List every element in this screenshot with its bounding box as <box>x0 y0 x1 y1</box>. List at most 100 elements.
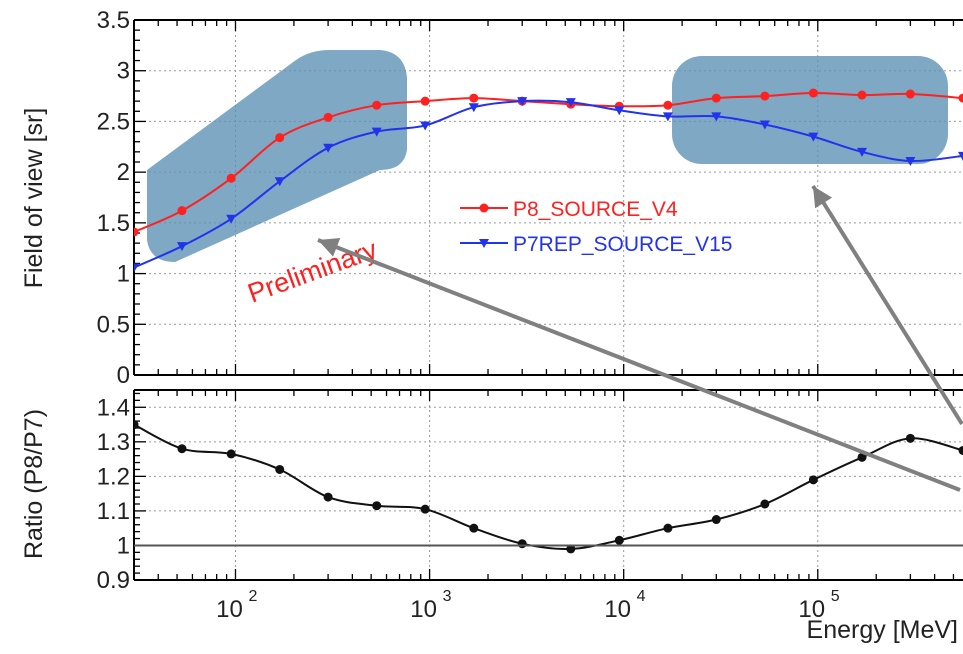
data-point <box>857 452 867 462</box>
fov-y-tick-labels: 0 0.5 1 1.5 2 2.5 3 3.5 <box>97 7 130 389</box>
fov-frame <box>133 19 963 376</box>
data-point <box>323 143 334 153</box>
legend-label: P7REP_SOURCE_V15 <box>513 233 732 256</box>
fov-highlight-regions <box>147 50 948 262</box>
y-tick-label: 0.9 <box>97 567 130 594</box>
y-tick-label: 2.5 <box>97 108 130 135</box>
ratio-series <box>134 420 963 554</box>
data-point <box>177 206 187 216</box>
legend-marker <box>479 203 489 213</box>
data-point <box>857 90 867 100</box>
data-point <box>614 535 624 545</box>
data-point <box>275 464 285 474</box>
data-point <box>958 93 963 103</box>
series-line <box>134 99 963 269</box>
data-point <box>372 100 382 110</box>
annotation-arrows <box>317 184 963 492</box>
data-point <box>566 544 576 554</box>
y-tick-label: 1 <box>117 532 130 559</box>
y-tick-label: 3.5 <box>97 7 130 34</box>
data-point <box>663 100 673 110</box>
x-tick-label: 10 <box>410 596 437 623</box>
data-point <box>905 89 915 99</box>
y-tick-label: 2 <box>117 159 130 186</box>
data-point <box>420 504 430 514</box>
ratio-panel: 0.9 1 1.1 1.2 1.3 1.4 10 2 10 3 10 4 10 5 Ratio (P8/… <box>20 389 963 644</box>
data-point <box>420 96 430 106</box>
data-point <box>134 263 139 273</box>
data-point <box>226 449 236 459</box>
ratio-y-axis-title: Ratio (P8/P7) <box>20 409 48 559</box>
annotation-arrow-line <box>317 238 961 492</box>
data-point <box>226 173 236 183</box>
data-point <box>857 147 868 157</box>
preliminary-watermark: Preliminary <box>244 234 382 309</box>
x-tick-label-exponent: 5 <box>831 588 840 605</box>
legend-label: P8_SOURCE_V4 <box>513 198 678 221</box>
fov-legend: P8_SOURCE_V4 P7REP_SOURCE_V15 <box>460 198 732 256</box>
data-point <box>469 523 479 533</box>
ratio-grid <box>134 390 963 580</box>
data-point <box>760 91 770 101</box>
ratio-frame <box>133 389 963 581</box>
data-point <box>662 112 673 122</box>
x-tick-label: 10 <box>604 596 631 623</box>
data-point <box>517 97 528 107</box>
data-point <box>177 444 187 454</box>
data-point <box>372 501 382 511</box>
data-point <box>323 112 333 122</box>
highlight-high-energy <box>672 56 948 164</box>
legend-marker <box>479 239 489 248</box>
data-point <box>176 242 187 252</box>
data-point <box>905 156 916 166</box>
y-tick-label: 3 <box>117 58 130 85</box>
data-point <box>134 227 139 237</box>
x-tick-label: 10 <box>216 596 243 623</box>
data-point <box>226 214 237 224</box>
x-tick-label-exponent: 4 <box>637 588 646 605</box>
data-point <box>134 420 139 430</box>
data-point <box>565 98 576 108</box>
energy-x-tick-labels: 10 2 10 3 10 4 10 5 <box>216 588 840 623</box>
data-point <box>759 120 770 130</box>
fov-series <box>134 88 963 273</box>
data-point <box>517 539 527 549</box>
x-tick-label-exponent: 2 <box>248 588 257 605</box>
annotation-arrow-line <box>811 184 963 426</box>
data-point <box>711 515 721 525</box>
annotation-arrowhead <box>318 237 341 257</box>
y-tick-label: 1.2 <box>97 463 130 490</box>
data-point <box>420 121 431 131</box>
data-point <box>275 133 285 143</box>
data-point <box>469 93 479 103</box>
data-point <box>274 177 285 187</box>
y-tick-label: 1.4 <box>97 394 130 421</box>
data-point <box>711 112 722 122</box>
data-point <box>371 127 382 137</box>
y-tick-label: 1 <box>117 261 130 288</box>
data-point <box>711 93 721 103</box>
highlight-low-energy <box>147 50 407 262</box>
data-point <box>808 475 818 485</box>
x-tick-label-exponent: 3 <box>443 588 452 605</box>
annotation-arrowhead <box>813 186 833 209</box>
data-point <box>808 132 819 142</box>
data-point <box>614 106 625 116</box>
ratio-y-tick-labels: 0.9 1 1.1 1.2 1.3 1.4 <box>97 394 130 594</box>
data-point <box>663 523 673 533</box>
data-point <box>808 88 818 98</box>
energy-x-axis-title: Energy [MeV] <box>807 616 958 644</box>
y-tick-label: 0 <box>117 362 130 389</box>
data-point <box>323 492 333 502</box>
x-tick-label: 10 <box>798 596 825 623</box>
y-tick-label: 1.5 <box>97 210 130 237</box>
data-point <box>760 499 770 509</box>
y-tick-label: 1.3 <box>97 429 130 456</box>
y-tick-label: 1.1 <box>97 498 130 525</box>
data-point <box>958 151 963 161</box>
y-tick-label: 0.5 <box>97 311 130 338</box>
data-point <box>958 445 963 455</box>
data-point <box>905 433 915 443</box>
data-point <box>468 103 479 113</box>
